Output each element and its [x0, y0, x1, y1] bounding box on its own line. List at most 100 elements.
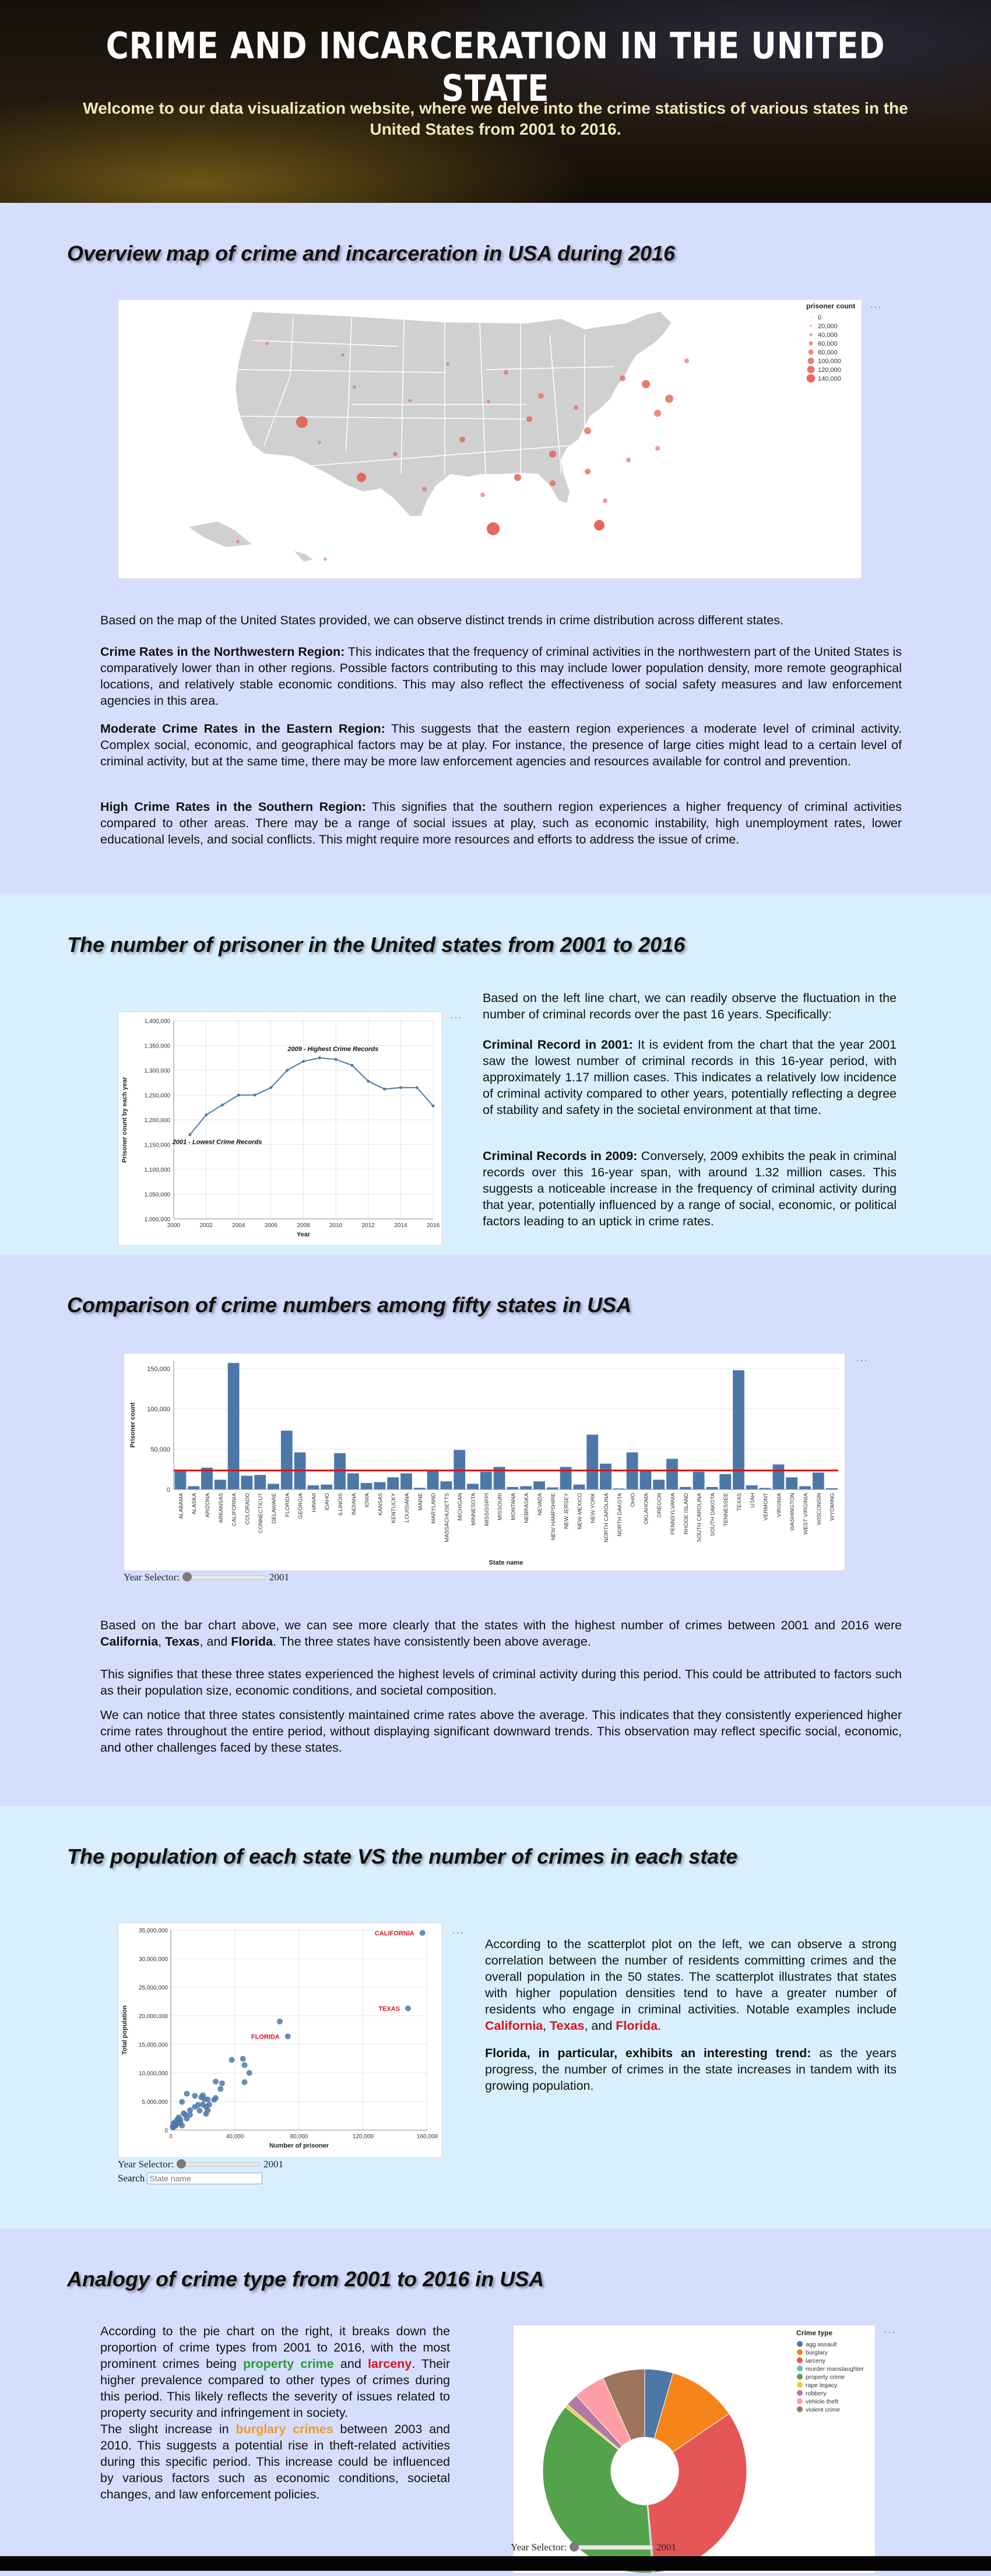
x-axis-title: Year: [297, 1231, 311, 1238]
state-bubble: [620, 375, 625, 381]
state-bubble: [655, 446, 660, 451]
map-intro: Based on the map of the United States pr…: [100, 613, 783, 627]
y-tick-label: 1,100,000: [145, 1167, 171, 1173]
scatter-paragraph-1: According to the scatterplot plot on the…: [485, 1936, 897, 2034]
state-name: Texas: [550, 2019, 585, 2033]
state-bubble: [459, 437, 465, 442]
legend-title: prisoner count: [806, 302, 855, 310]
y-tick-label: 50,000: [150, 1446, 170, 1453]
scatter-menu-icon[interactable]: ···: [452, 1927, 464, 1938]
x-axis-title: Number of prisoner: [269, 2142, 329, 2149]
text: . Their higher prevalence compared to ot…: [100, 2357, 450, 2420]
slider-label: Year Selector:: [511, 2542, 567, 2553]
x-tick-label: TEXAS: [736, 1493, 743, 1511]
slider-knob[interactable]: [177, 2159, 186, 2169]
bar: [268, 1484, 279, 1489]
y-tick-label: 25,000,000: [139, 1985, 168, 1991]
bar-menu-icon[interactable]: ···: [856, 1354, 868, 1366]
state-border: [263, 315, 294, 446]
legend-symbol: [797, 2382, 803, 2388]
point-title: Moderate Crime Rates in the Eastern Regi…: [100, 722, 385, 736]
slider-knob[interactable]: [570, 2542, 579, 2552]
legend-label: 120,000: [818, 367, 841, 374]
y-tick-label: 1,150,000: [145, 1143, 171, 1149]
state-bubble: [654, 410, 661, 417]
y-tick-label: 5,000,000: [142, 2099, 168, 2106]
bar: [254, 1475, 266, 1489]
state-bubble: [504, 370, 508, 375]
page-subtitle: Welcome to our data visualization websit…: [83, 99, 908, 138]
state-bubble: [265, 342, 269, 345]
x-tick-label: FLORIDA: [284, 1492, 291, 1517]
line-chart[interactable]: 1,000,000 1,050,000 1,100,000 1,150,000 1,20…: [118, 1012, 442, 1245]
bar-heading: Comparison of crime numbers among fifty …: [67, 1293, 632, 1317]
data-point: [350, 1064, 354, 1067]
legend-label: violent crime: [806, 2406, 840, 2413]
map-point-3: High Crime Rates in the Southern Region:…: [100, 799, 902, 848]
slider-track[interactable]: [570, 2542, 653, 2552]
bar-year-selector[interactable]: Year Selector: 2001: [124, 1572, 289, 1583]
legend-label: vehicle theft: [806, 2398, 838, 2405]
state-bubble: [341, 353, 345, 357]
state-bubble: [665, 395, 673, 403]
x-tick-label: WYOMING: [830, 1493, 836, 1521]
data-point: [217, 2086, 224, 2092]
data-point: [188, 1133, 192, 1136]
x-tick-label: RHODE ISLAND: [683, 1493, 690, 1534]
data-point: [241, 2079, 248, 2085]
point-title: Criminal Records in 2009:: [483, 1149, 638, 1163]
state-bubble: [549, 451, 556, 458]
y-tick-label: 1,300,000: [145, 1068, 171, 1074]
slider-track[interactable]: [177, 2159, 260, 2169]
state-bubble: [514, 474, 521, 481]
bar: [400, 1473, 412, 1489]
x-axis-title: State name: [489, 1559, 523, 1566]
x-tick-label: ILLINOIS: [338, 1493, 344, 1516]
scatter-search: Search: [118, 2173, 263, 2184]
data-point: [405, 2005, 411, 2012]
x-tick-label: NEW MEXICO: [577, 1493, 583, 1529]
point-text: This signifies that the southern region …: [100, 800, 902, 846]
text: According to the scatterplot plot on the…: [485, 1937, 897, 2016]
crime-type: property crime: [243, 2357, 334, 2371]
state-bubble: [487, 522, 500, 535]
slider-knob[interactable]: [182, 1572, 192, 1582]
map-menu-icon[interactable]: ···: [870, 301, 882, 312]
line-menu-icon[interactable]: ···: [450, 1011, 462, 1023]
text: , and: [584, 2019, 616, 2033]
x-tick-label: ALABAMA: [178, 1492, 184, 1519]
state-bubble: [408, 399, 412, 402]
x-tick-label: 120,000: [353, 2134, 374, 2140]
state-bubble: [585, 469, 591, 475]
pie-chart-panel: Crime type agg assault burglary larceny murd…: [513, 2325, 876, 2574]
state-bubble: [357, 473, 366, 482]
scatter-chart[interactable]: 0 5,000,000 10,000,000 15,000,000 20,000,000…: [118, 1923, 442, 2157]
x-tick-label: KENTUCKY: [391, 1492, 397, 1523]
text: Based on the bar chart above, we can see…: [100, 1618, 902, 1632]
bar-chart[interactable]: 0 50,000 100,000 150,000 ALABAMA ALASKA ARIZON…: [124, 1354, 845, 1570]
pie-year-selector[interactable]: Year Selector: 2001: [511, 2542, 676, 2553]
state-search-input[interactable]: [147, 2173, 263, 2184]
data-point: [253, 1094, 256, 1097]
bar: [719, 1474, 732, 1489]
point-title: Criminal Record in 2001:: [483, 1038, 633, 1052]
pie-heading: Analogy of crime type from 2001 to 2016 …: [67, 2267, 544, 2291]
scatter-chart-panel: 0 5,000,000 10,000,000 15,000,000 20,000,000…: [118, 1923, 442, 2158]
data-point: [302, 1060, 305, 1063]
bar: [321, 1484, 333, 1489]
state-name: Texas: [165, 1635, 200, 1649]
bar: [387, 1477, 399, 1489]
y-tick-label: 35,000,000: [139, 1928, 168, 1934]
data-point: [367, 1080, 370, 1083]
point-title: High Crime Rates in the Southern Region:: [100, 800, 366, 814]
data-point: [277, 2018, 283, 2025]
bar: [533, 1481, 545, 1489]
data-point: [205, 2107, 211, 2114]
pie-menu-icon[interactable]: ···: [884, 2326, 896, 2338]
scatter-year-selector[interactable]: Year Selector: 2001: [118, 2159, 283, 2170]
data-point: [269, 1086, 273, 1090]
slider-track[interactable]: [182, 1572, 266, 1582]
state-bubble: [626, 458, 631, 462]
